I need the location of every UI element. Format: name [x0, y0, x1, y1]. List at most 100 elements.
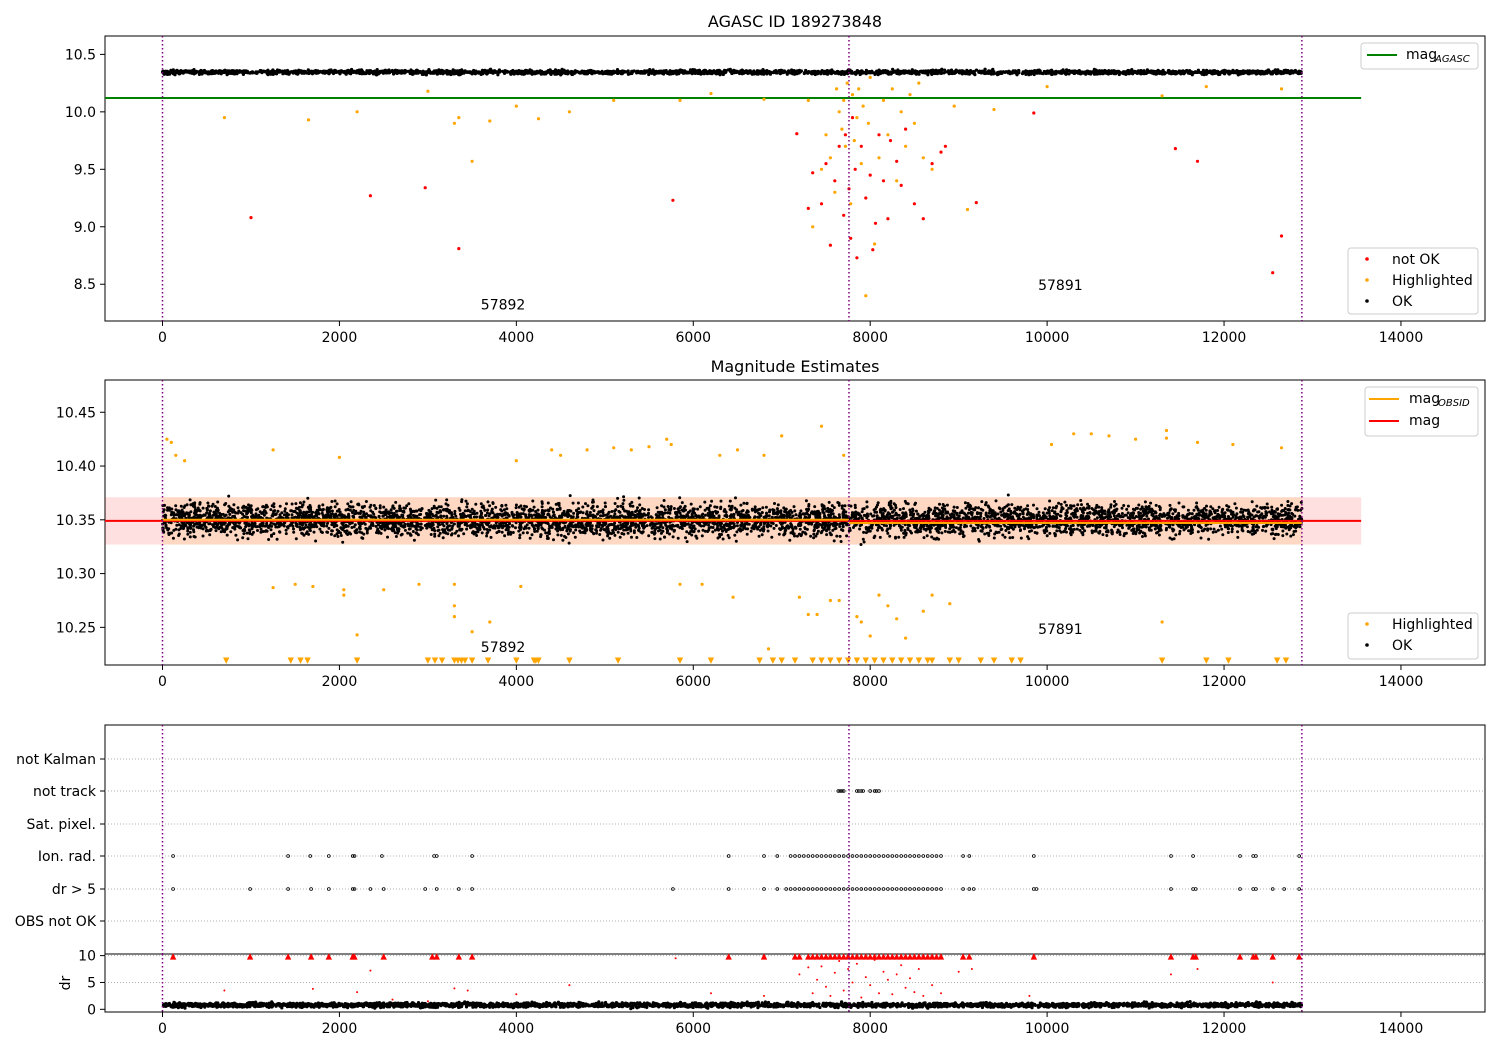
ok-point — [569, 70, 573, 74]
ok-point — [1188, 69, 1193, 74]
series-highlighted-agasc-point — [866, 121, 871, 125]
ok-point — [622, 495, 626, 499]
ok-point — [794, 513, 798, 517]
ok-point — [988, 71, 992, 75]
ok-point — [169, 70, 173, 74]
ok-point — [249, 71, 253, 75]
ok-point — [999, 70, 1003, 74]
ok-point — [1007, 531, 1011, 535]
series-highlighted-agasc-point — [873, 242, 877, 246]
ok-point — [1110, 69, 1114, 73]
ok-point — [1242, 71, 1246, 75]
ok-point — [1045, 534, 1049, 538]
ok-point — [1046, 70, 1050, 74]
ok-point — [1022, 71, 1026, 75]
ok-point — [1010, 71, 1015, 75]
series-highlighted-agasc-point — [921, 156, 925, 160]
ok-point — [676, 536, 680, 540]
ok-point — [294, 502, 298, 506]
ok-point — [1032, 503, 1035, 507]
ok-point — [790, 68, 794, 72]
ok-point — [943, 68, 947, 72]
ok-point — [637, 71, 641, 75]
ok-point — [531, 499, 535, 503]
ok-point — [335, 524, 339, 528]
ok-point — [1226, 508, 1230, 512]
ok-point — [1075, 527, 1079, 531]
ok-point — [400, 69, 404, 73]
ok-point — [503, 69, 507, 73]
ok-point — [735, 530, 739, 534]
ok-point — [1230, 527, 1234, 531]
series-highlighted-agasc-point — [837, 110, 841, 114]
ok-point — [876, 501, 880, 505]
ok-point — [1216, 509, 1220, 512]
ok-point — [267, 538, 271, 541]
ok-point — [603, 501, 607, 505]
series-notok-agasc-point — [881, 179, 886, 183]
ok-point — [348, 71, 352, 75]
ok-point — [799, 509, 803, 513]
ok-point — [571, 501, 575, 505]
ok-point — [263, 70, 267, 74]
series-notok-agasc-point — [855, 256, 859, 260]
series-highlighted-agasc-point — [709, 91, 713, 96]
ok-point — [1008, 536, 1012, 540]
ok-point — [955, 506, 959, 509]
ok-point — [486, 508, 490, 512]
ok-point — [653, 71, 657, 75]
ok-point — [433, 532, 437, 536]
ok-point — [400, 513, 404, 517]
ok-point — [339, 534, 343, 537]
ok-point — [536, 71, 540, 75]
series-notok-agasc-point — [671, 198, 675, 202]
ok-point — [760, 533, 764, 537]
ok-point — [237, 509, 241, 513]
ok-point — [777, 532, 781, 536]
ok-point — [510, 71, 514, 75]
ok-point — [275, 70, 280, 74]
ok-point — [1101, 533, 1105, 537]
ok-point — [285, 502, 288, 506]
ok-point — [897, 535, 901, 539]
series-notok-agasc-point — [795, 132, 799, 136]
panel-mag-estimates: Magnitude Estimates — [104, 357, 1486, 666]
ok-point — [549, 72, 553, 76]
ok-point — [475, 534, 479, 537]
ok-point — [750, 72, 755, 76]
series-highlighted-agasc-point — [536, 117, 541, 121]
series-highlighted-agasc-point — [678, 98, 682, 102]
ok-point — [816, 69, 820, 74]
ok-point — [878, 71, 883, 75]
ok-point — [320, 531, 324, 534]
panel-agasc: AGASC ID 189273848 — [104, 12, 1486, 322]
series-notok-agasc-point — [921, 217, 925, 221]
ok-point — [465, 527, 469, 531]
ok-point — [1050, 509, 1054, 513]
ok-point — [389, 508, 393, 512]
ok-point — [874, 71, 879, 75]
ok-point — [618, 535, 622, 539]
series-notok-agasc-point — [1279, 234, 1284, 238]
ok-point — [410, 71, 414, 75]
ok-point — [521, 531, 525, 535]
ok-point — [246, 537, 250, 541]
series-highlighted-agasc-point — [811, 225, 815, 229]
ok-point — [558, 506, 562, 510]
y-tick-label: 9.0 — [74, 220, 96, 236]
ok-point — [229, 530, 233, 534]
ok-point — [259, 527, 263, 531]
ok-point — [954, 69, 958, 73]
ok-point — [1104, 69, 1108, 73]
ok-point — [1259, 70, 1263, 74]
series-notok-agasc-point — [1195, 159, 1200, 163]
ok-point — [1177, 511, 1181, 515]
series-highlighted-agasc-point — [868, 75, 872, 79]
ok-point — [378, 510, 382, 514]
ok-point — [188, 530, 192, 534]
ok-point — [278, 504, 282, 508]
ok-point — [494, 505, 498, 509]
ok-point — [442, 514, 446, 518]
ok-point — [1050, 72, 1054, 77]
series-highlighted-agasc-point — [917, 81, 921, 85]
